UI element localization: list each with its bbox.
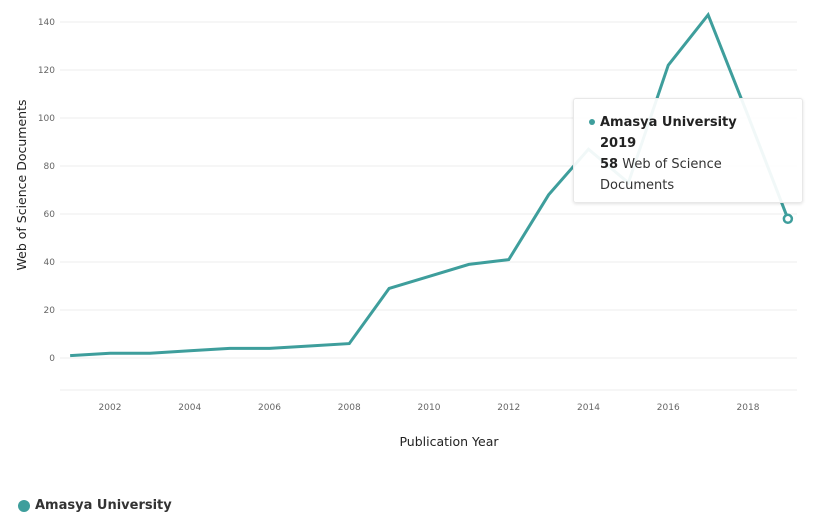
data-point-2004[interactable]: [184, 345, 196, 357]
y-tick-label: 60: [44, 210, 56, 220]
series-line-amasya-university: [70, 11, 790, 358]
y-axis-ticks: 0 20 40 60 80 100 120 140: [38, 18, 55, 364]
tooltip-value-line: 58 Web of Science: [600, 154, 792, 175]
y-tick-label: 0: [49, 354, 55, 364]
x-tick-label: 2018: [737, 403, 760, 413]
data-point-2005[interactable]: [224, 342, 236, 354]
hover-marker[interactable]: [782, 213, 794, 225]
x-tick-label: 2004: [178, 403, 201, 413]
data-point-2003[interactable]: [144, 347, 156, 359]
y-tick-label: 120: [38, 66, 55, 76]
data-point-2009[interactable]: [383, 282, 395, 294]
data-point-2016[interactable]: [662, 59, 674, 71]
tooltip-series-dot: [589, 119, 595, 125]
tooltip-value: 58: [600, 157, 619, 172]
data-point-2010[interactable]: [423, 270, 435, 282]
y-tick-label: 80: [44, 162, 56, 172]
data-point-2011[interactable]: [463, 258, 475, 270]
tooltip: Amasya University 2019 58 Web of Science…: [573, 98, 803, 203]
tooltip-unit-line2: Documents: [600, 178, 675, 193]
y-tick-label: 40: [44, 258, 56, 268]
grid-lines: [60, 21, 797, 391]
x-axis-ticks: 2002 2004 2006 2008 2010 2012 2014 2016 2018: [99, 403, 760, 413]
y-tick-label: 100: [38, 114, 55, 124]
data-point-2006[interactable]: [264, 342, 276, 354]
x-tick-label: 2002: [99, 403, 122, 413]
x-tick-label: 2012: [497, 403, 520, 413]
tooltip-year: 2019: [600, 136, 637, 151]
data-point-2012[interactable]: [503, 254, 515, 266]
data-point-2008[interactable]: [343, 338, 355, 350]
tooltip-unit: Web of Science: [622, 157, 722, 172]
data-point-2007[interactable]: [303, 340, 315, 352]
x-tick-label: 2010: [418, 403, 441, 413]
x-tick-label: 2008: [338, 403, 361, 413]
x-tick-label: 2016: [657, 403, 680, 413]
series-group: [64, 9, 794, 362]
tooltip-series-name: Amasya University: [600, 115, 737, 130]
data-point-2002[interactable]: [104, 347, 116, 359]
data-point-2017[interactable]: [702, 9, 714, 21]
data-point-2001[interactable]: [64, 350, 76, 362]
y-tick-label: 140: [38, 18, 55, 28]
x-axis-title: Publication Year: [399, 434, 499, 449]
legend-swatch-icon: [18, 499, 30, 512]
legend-item[interactable]: Amasya University: [18, 498, 172, 513]
y-tick-label: 20: [44, 306, 56, 316]
x-tick-label: 2006: [258, 403, 281, 413]
x-tick-label: 2014: [577, 403, 600, 413]
data-point-2013[interactable]: [543, 189, 555, 201]
y-axis-title: Web of Science Documents: [14, 100, 29, 271]
legend-label: Amasya University: [35, 498, 172, 513]
